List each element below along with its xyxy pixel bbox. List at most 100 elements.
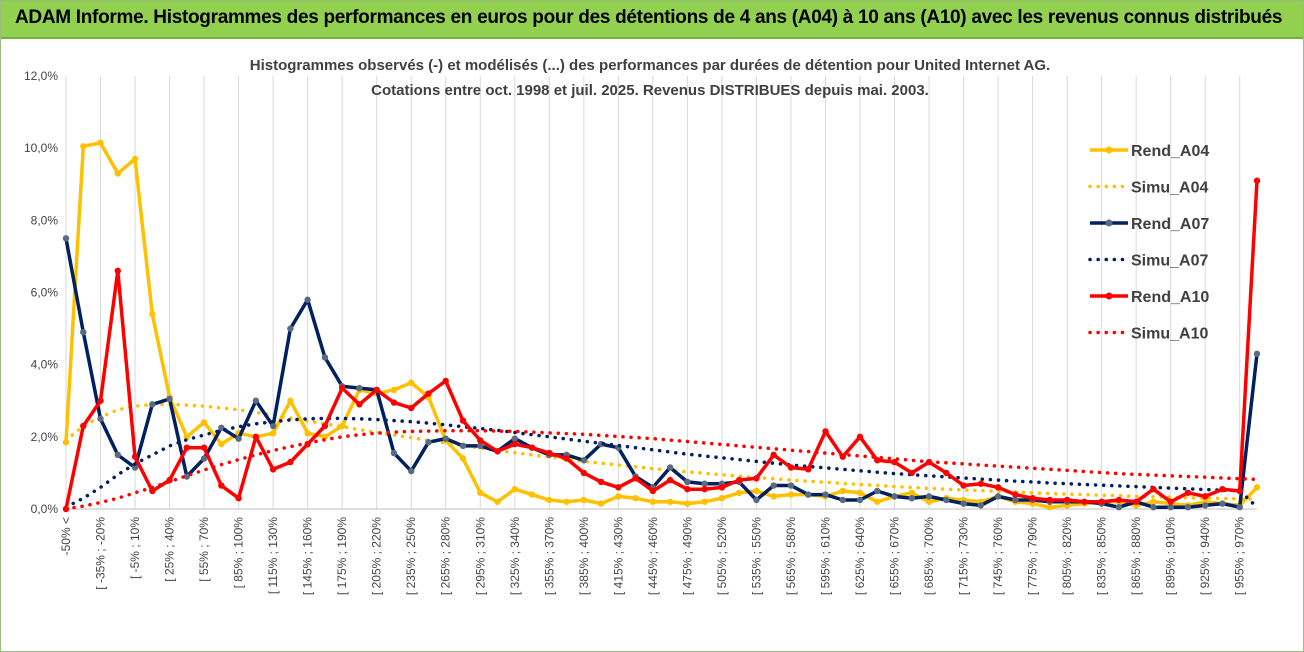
data-point — [666, 464, 674, 471]
x-tick-label: [ 745% ; 760% — [991, 517, 1005, 595]
data-point — [1219, 485, 1226, 493]
data-point — [1132, 498, 1140, 505]
legend-marker — [1105, 219, 1113, 227]
data-point — [805, 466, 812, 473]
legend-marker — [1105, 292, 1113, 300]
x-tick-label: [ 175% ; 190% — [335, 517, 349, 595]
data-point — [269, 422, 277, 430]
series-line-Simu_A10 — [64, 428, 1259, 511]
data-point — [753, 475, 760, 482]
data-point — [580, 469, 588, 477]
x-tick-label: [ 55% ; 70% — [197, 517, 211, 582]
data-point — [1184, 489, 1192, 496]
data-point — [200, 419, 208, 426]
data-point — [1081, 498, 1088, 505]
x-tick-label: [ 325% ; 340% — [508, 517, 522, 595]
y-tick-label: 0,0% — [31, 502, 59, 516]
x-tick-label: [ 715% ; 730% — [957, 517, 971, 595]
y-tick-label: 10,0% — [24, 141, 58, 155]
data-point — [459, 442, 467, 450]
data-point — [1063, 496, 1071, 504]
data-point — [97, 139, 104, 146]
data-point — [1253, 350, 1261, 358]
data-point — [183, 444, 191, 451]
data-point — [131, 464, 139, 471]
legend: Rend_A04 Simu_A04 Rend_A07 Simu_A07 Rend_A10… — [1088, 143, 1209, 343]
x-tick-label: [ 415% ; 430% — [611, 517, 625, 595]
data-point — [597, 500, 605, 507]
series-group — [62, 139, 1261, 513]
data-point — [494, 448, 501, 455]
data-point — [874, 498, 881, 505]
data-point — [408, 467, 415, 475]
y-tick-label: 12,0% — [24, 69, 58, 83]
data-point — [563, 498, 570, 505]
data-point — [822, 428, 829, 435]
data-point — [390, 399, 398, 406]
data-point — [1046, 496, 1054, 504]
x-tick-label: [ 955% ; 970% — [1233, 517, 1247, 595]
data-point — [1236, 487, 1243, 495]
data-point — [718, 484, 726, 491]
data-point — [425, 439, 432, 446]
legend-label: Rend_A10 — [1131, 289, 1209, 306]
data-point — [373, 386, 380, 394]
data-point — [1012, 496, 1019, 504]
data-point — [546, 449, 553, 457]
data-point — [856, 496, 864, 504]
data-point — [1150, 503, 1157, 511]
data-point — [252, 433, 260, 441]
data-point — [1167, 498, 1174, 505]
data-point — [287, 397, 294, 404]
data-point — [114, 170, 121, 177]
x-tick-label: [ 685% ; 700% — [922, 517, 936, 595]
data-point — [80, 143, 87, 150]
data-point — [304, 296, 311, 303]
data-point — [80, 422, 87, 430]
x-tick-label: [ 655% ; 670% — [888, 517, 902, 595]
data-point — [1253, 177, 1261, 184]
data-point — [80, 328, 87, 336]
data-point — [701, 498, 708, 505]
data-point — [338, 422, 346, 430]
data-point — [908, 494, 915, 502]
legend-label: Simu_A07 — [1131, 253, 1208, 270]
data-point — [459, 417, 467, 424]
legend-label: Simu_A10 — [1131, 326, 1208, 343]
data-point — [97, 397, 104, 404]
data-point — [269, 466, 277, 473]
x-tick-label: [ 625% ; 640% — [853, 517, 867, 595]
x-tick-label: [ 835% ; 850% — [1095, 517, 1109, 595]
data-point — [356, 384, 363, 392]
data-point — [97, 415, 104, 422]
data-point — [459, 455, 467, 462]
data-point — [218, 440, 225, 448]
data-point — [856, 433, 864, 441]
data-point — [477, 442, 484, 450]
data-point — [321, 354, 329, 361]
x-tick-label: [ 565% ; 580% — [784, 517, 798, 595]
data-point — [287, 458, 294, 466]
chart-subtitle: Cotations entre oct. 1998 et juil. 2025.… — [371, 82, 929, 99]
data-point — [977, 502, 985, 509]
data-point — [563, 455, 570, 462]
series-line-Rend_A10 — [64, 180, 1259, 510]
data-point — [477, 437, 484, 444]
data-point — [787, 482, 795, 489]
data-point — [753, 496, 760, 504]
data-point — [1098, 498, 1105, 505]
data-point — [770, 451, 777, 459]
data-point — [994, 484, 1002, 491]
data-point — [149, 401, 156, 408]
data-point — [960, 482, 967, 489]
legend-label: Rend_A04 — [1131, 143, 1209, 160]
data-point — [442, 377, 449, 385]
data-point — [131, 155, 139, 163]
x-tick-label: [ 205% ; 220% — [370, 517, 384, 595]
data-point — [1029, 494, 1036, 502]
data-point — [891, 493, 898, 500]
x-tick-label: [ 805% ; 820% — [1060, 517, 1074, 595]
axes: -50% < [ -35% ; -20% [ -5% ; 10% [ 25% ; 40… — [24, 69, 1257, 595]
